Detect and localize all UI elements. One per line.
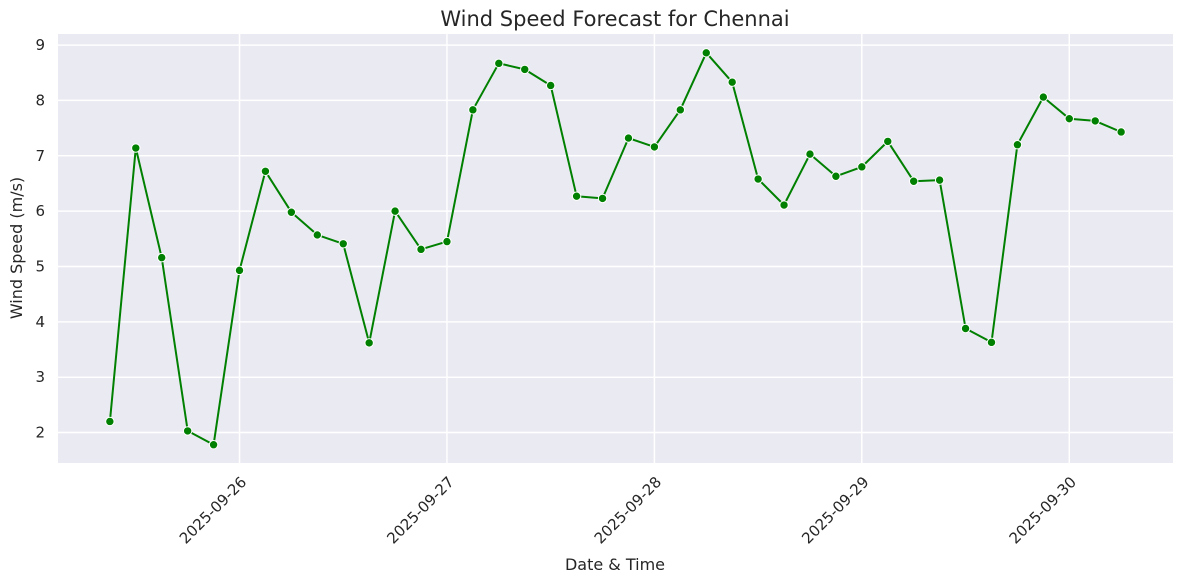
data-point bbox=[131, 143, 141, 153]
y-tick-labels: 2 3 4 5 6 7 8 9 bbox=[35, 36, 45, 441]
data-point bbox=[1064, 113, 1074, 124]
data-point bbox=[727, 77, 737, 87]
x-tick-label: 2025-09-26 bbox=[176, 473, 250, 547]
x-tick-label: 2025-09-29 bbox=[798, 473, 872, 547]
data-point bbox=[260, 166, 271, 176]
x-tick-label: 2025-09-28 bbox=[591, 473, 665, 547]
data-point bbox=[312, 230, 323, 240]
series-layer bbox=[105, 48, 1126, 450]
data-point bbox=[364, 338, 374, 348]
data-point bbox=[597, 193, 608, 204]
data-point bbox=[234, 265, 245, 276]
plot-area bbox=[58, 34, 1173, 463]
data-point bbox=[416, 244, 426, 255]
data-point bbox=[701, 48, 711, 58]
data-point bbox=[1090, 116, 1100, 126]
data-point bbox=[390, 206, 400, 216]
data-point bbox=[468, 105, 478, 115]
chart-title: Wind Speed Forecast for Chennai bbox=[440, 7, 789, 31]
data-point bbox=[883, 136, 893, 147]
x-tick-label: 2025-09-30 bbox=[1006, 473, 1080, 547]
data-point bbox=[286, 207, 297, 217]
y-tick-label: 8 bbox=[35, 91, 45, 109]
data-point bbox=[831, 171, 841, 181]
data-point bbox=[986, 337, 997, 348]
data-point bbox=[649, 142, 660, 152]
x-tick-labels: 2025-09-26 2025-09-27 2025-09-28 2025-09-29… bbox=[176, 473, 1080, 547]
data-point bbox=[753, 174, 763, 184]
data-point bbox=[338, 239, 348, 249]
y-tick-label: 3 bbox=[35, 368, 45, 386]
data-point bbox=[1116, 127, 1126, 137]
data-point bbox=[105, 416, 115, 427]
data-point bbox=[208, 440, 219, 450]
y-tick-label: 2 bbox=[35, 424, 45, 442]
data-point bbox=[805, 149, 815, 159]
x-axis-label: Date & Time bbox=[565, 555, 665, 574]
data-point bbox=[157, 252, 167, 263]
data-point bbox=[960, 323, 971, 334]
data-point bbox=[182, 426, 193, 436]
data-point bbox=[545, 80, 556, 91]
data-point bbox=[857, 162, 867, 172]
data-point bbox=[571, 191, 582, 201]
data-point bbox=[934, 175, 945, 185]
y-tick-label: 5 bbox=[35, 257, 45, 275]
data-point bbox=[675, 105, 686, 115]
data-point bbox=[779, 200, 789, 210]
x-tick-label: 2025-09-27 bbox=[383, 473, 457, 547]
y-tick-label: 4 bbox=[35, 313, 45, 331]
y-tick-label: 7 bbox=[35, 147, 45, 165]
data-point bbox=[1012, 140, 1023, 150]
grid-layer bbox=[58, 34, 1173, 463]
data-point bbox=[1038, 92, 1049, 102]
y-tick-label: 9 bbox=[35, 36, 45, 54]
data-point bbox=[442, 236, 452, 247]
data-point bbox=[494, 58, 504, 69]
data-point bbox=[520, 64, 530, 75]
data-point bbox=[908, 176, 919, 186]
y-tick-label: 6 bbox=[35, 202, 45, 220]
data-point bbox=[623, 133, 634, 143]
series-line bbox=[108, 51, 1122, 446]
y-axis-label: Wind Speed (m/s) bbox=[7, 177, 26, 319]
